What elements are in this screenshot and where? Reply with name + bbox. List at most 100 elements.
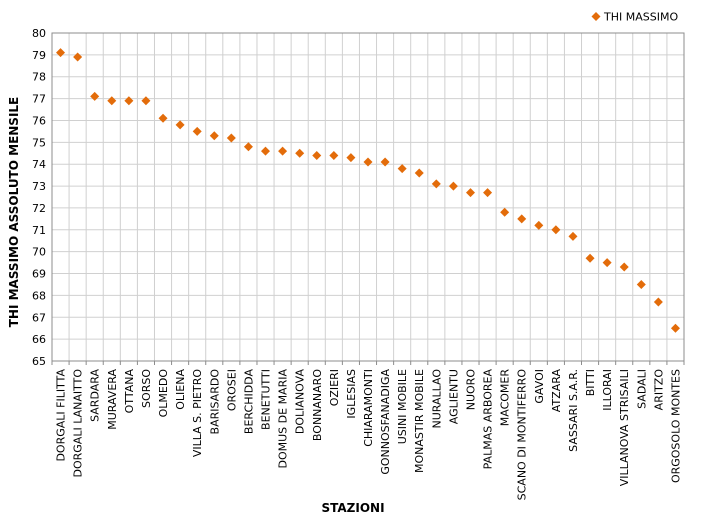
legend-label: THI MASSIMO: [603, 11, 678, 24]
data-point: [465, 188, 475, 198]
x-tick-label: CHIARAMONTI: [362, 369, 375, 447]
x-tick-label: VILLA S. PIETRO: [191, 369, 204, 457]
data-point: [56, 48, 66, 58]
x-tick-label: MACOMER: [499, 369, 512, 427]
x-tick-label: PALMAS ARBOREA: [482, 369, 495, 470]
x-tick-label: SARDARA: [89, 369, 102, 422]
y-tick-label: 66: [32, 333, 46, 346]
data-point: [107, 96, 117, 106]
x-tick-label: BITTI: [584, 369, 597, 396]
x-tick-label: OLMEDO: [157, 369, 170, 418]
y-tick-label: 67: [32, 311, 46, 324]
data-point: [414, 168, 424, 178]
x-tick-label: NUORO: [464, 369, 477, 411]
data-point: [243, 142, 253, 152]
data-point: [619, 262, 629, 272]
x-tick-label: NURALLAO: [430, 369, 443, 429]
data-point: [363, 157, 373, 167]
data-point: [653, 297, 663, 307]
y-tick-label: 75: [32, 136, 46, 149]
data-point: [73, 52, 83, 62]
data-point: [261, 146, 271, 156]
data-point: [278, 146, 288, 156]
x-tick-label: GAVOI: [533, 369, 546, 404]
data-point: [380, 157, 390, 167]
data-point: [517, 214, 527, 224]
data-point: [602, 258, 612, 268]
y-tick-label: 69: [32, 268, 46, 281]
data-point: [346, 153, 356, 163]
x-tick-label: ORGOSOLO MONTES: [669, 369, 682, 483]
data-point: [500, 207, 510, 217]
y-tick-label: 71: [32, 224, 46, 237]
x-tick-label: DORGALI FILITTA: [55, 369, 68, 462]
y-axis-ticks: 65 66 67 68 69 70 71 72 73 74 75 76 77 78 79 80: [32, 27, 46, 368]
data-point: [175, 120, 185, 130]
x-axis-title: STAZIONI: [321, 501, 384, 515]
data-point: [192, 126, 202, 136]
legend-marker: [591, 12, 601, 21]
x-axis-ticks: DORGALI FILITTA DORGALI LANAITTO SARDARA MU…: [51, 361, 685, 501]
x-tick-label: OLIENA: [174, 369, 187, 410]
x-tick-label: BERCHIDDA: [242, 369, 255, 435]
y-tick-label: 65: [32, 355, 46, 368]
x-tick-label: DOMUS DE MARIA: [277, 369, 290, 469]
data-point: [295, 148, 305, 158]
data-points: [56, 48, 680, 333]
legend: THI MASSIMO: [591, 11, 678, 24]
x-tick-label: BENETUTTI: [260, 369, 273, 430]
x-tick-label: SASSARI S.A.R.: [567, 369, 580, 452]
x-tick-label: BARISARDO: [208, 369, 221, 435]
data-point: [158, 113, 168, 123]
y-tick-label: 73: [32, 180, 46, 193]
y-tick-label: 76: [32, 114, 46, 127]
x-tick-label: AGLIENTU: [447, 369, 460, 424]
data-point: [551, 225, 561, 235]
x-tick-label: ATZARA: [550, 369, 563, 413]
gridlines: [51, 32, 685, 362]
y-tick-label: 74: [32, 158, 46, 171]
x-tick-label: IGLESIAS: [345, 369, 358, 419]
data-point: [585, 253, 595, 263]
data-point: [90, 91, 100, 101]
x-tick-label: SCANO DI MONTIFERRO: [516, 369, 529, 501]
data-point: [534, 220, 544, 230]
data-point: [670, 323, 680, 333]
data-point: [448, 181, 458, 191]
x-tick-label: OTTANA: [123, 369, 136, 414]
x-tick-label: OZIERI: [328, 369, 341, 406]
y-tick-label: 68: [32, 289, 46, 302]
data-point: [312, 150, 322, 160]
x-tick-label: OROSEI: [225, 369, 238, 411]
y-tick-label: 80: [32, 27, 46, 40]
data-point: [483, 188, 493, 198]
x-tick-label: DORGALI LANAITTO: [72, 369, 85, 478]
x-tick-label: SADALI: [635, 369, 648, 409]
data-point: [636, 279, 646, 289]
data-point: [141, 96, 151, 106]
x-tick-label: ARITZO: [652, 369, 665, 411]
data-point: [124, 96, 134, 106]
data-point: [226, 133, 236, 143]
data-point: [329, 150, 339, 160]
data-point: [209, 131, 219, 141]
x-tick-label: GONNOSFANADIGA: [379, 369, 392, 475]
x-tick-label: DOLIANOVA: [294, 369, 307, 435]
x-tick-label: SORSO: [140, 369, 153, 408]
x-tick-label: USINI MOBILE: [396, 369, 409, 444]
y-tick-label: 79: [32, 49, 46, 62]
y-tick-label: 77: [32, 93, 46, 106]
y-tick-label: 78: [32, 71, 46, 84]
data-point: [568, 231, 578, 241]
x-tick-label: BONNANARO: [311, 369, 324, 441]
data-point: [431, 179, 441, 189]
y-tick-label: 70: [32, 246, 46, 259]
x-tick-label: MONASTIR MOBILE: [413, 369, 426, 473]
y-axis-title: THI MASSIMO ASSOLUTO MENSILE: [7, 97, 21, 328]
x-tick-label: MURAVERA: [106, 369, 119, 430]
y-tick-label: 72: [32, 202, 46, 215]
x-tick-label: VILLANOVA STRISAILI: [618, 369, 631, 486]
data-point: [397, 164, 407, 174]
plot-area: [51, 32, 685, 362]
